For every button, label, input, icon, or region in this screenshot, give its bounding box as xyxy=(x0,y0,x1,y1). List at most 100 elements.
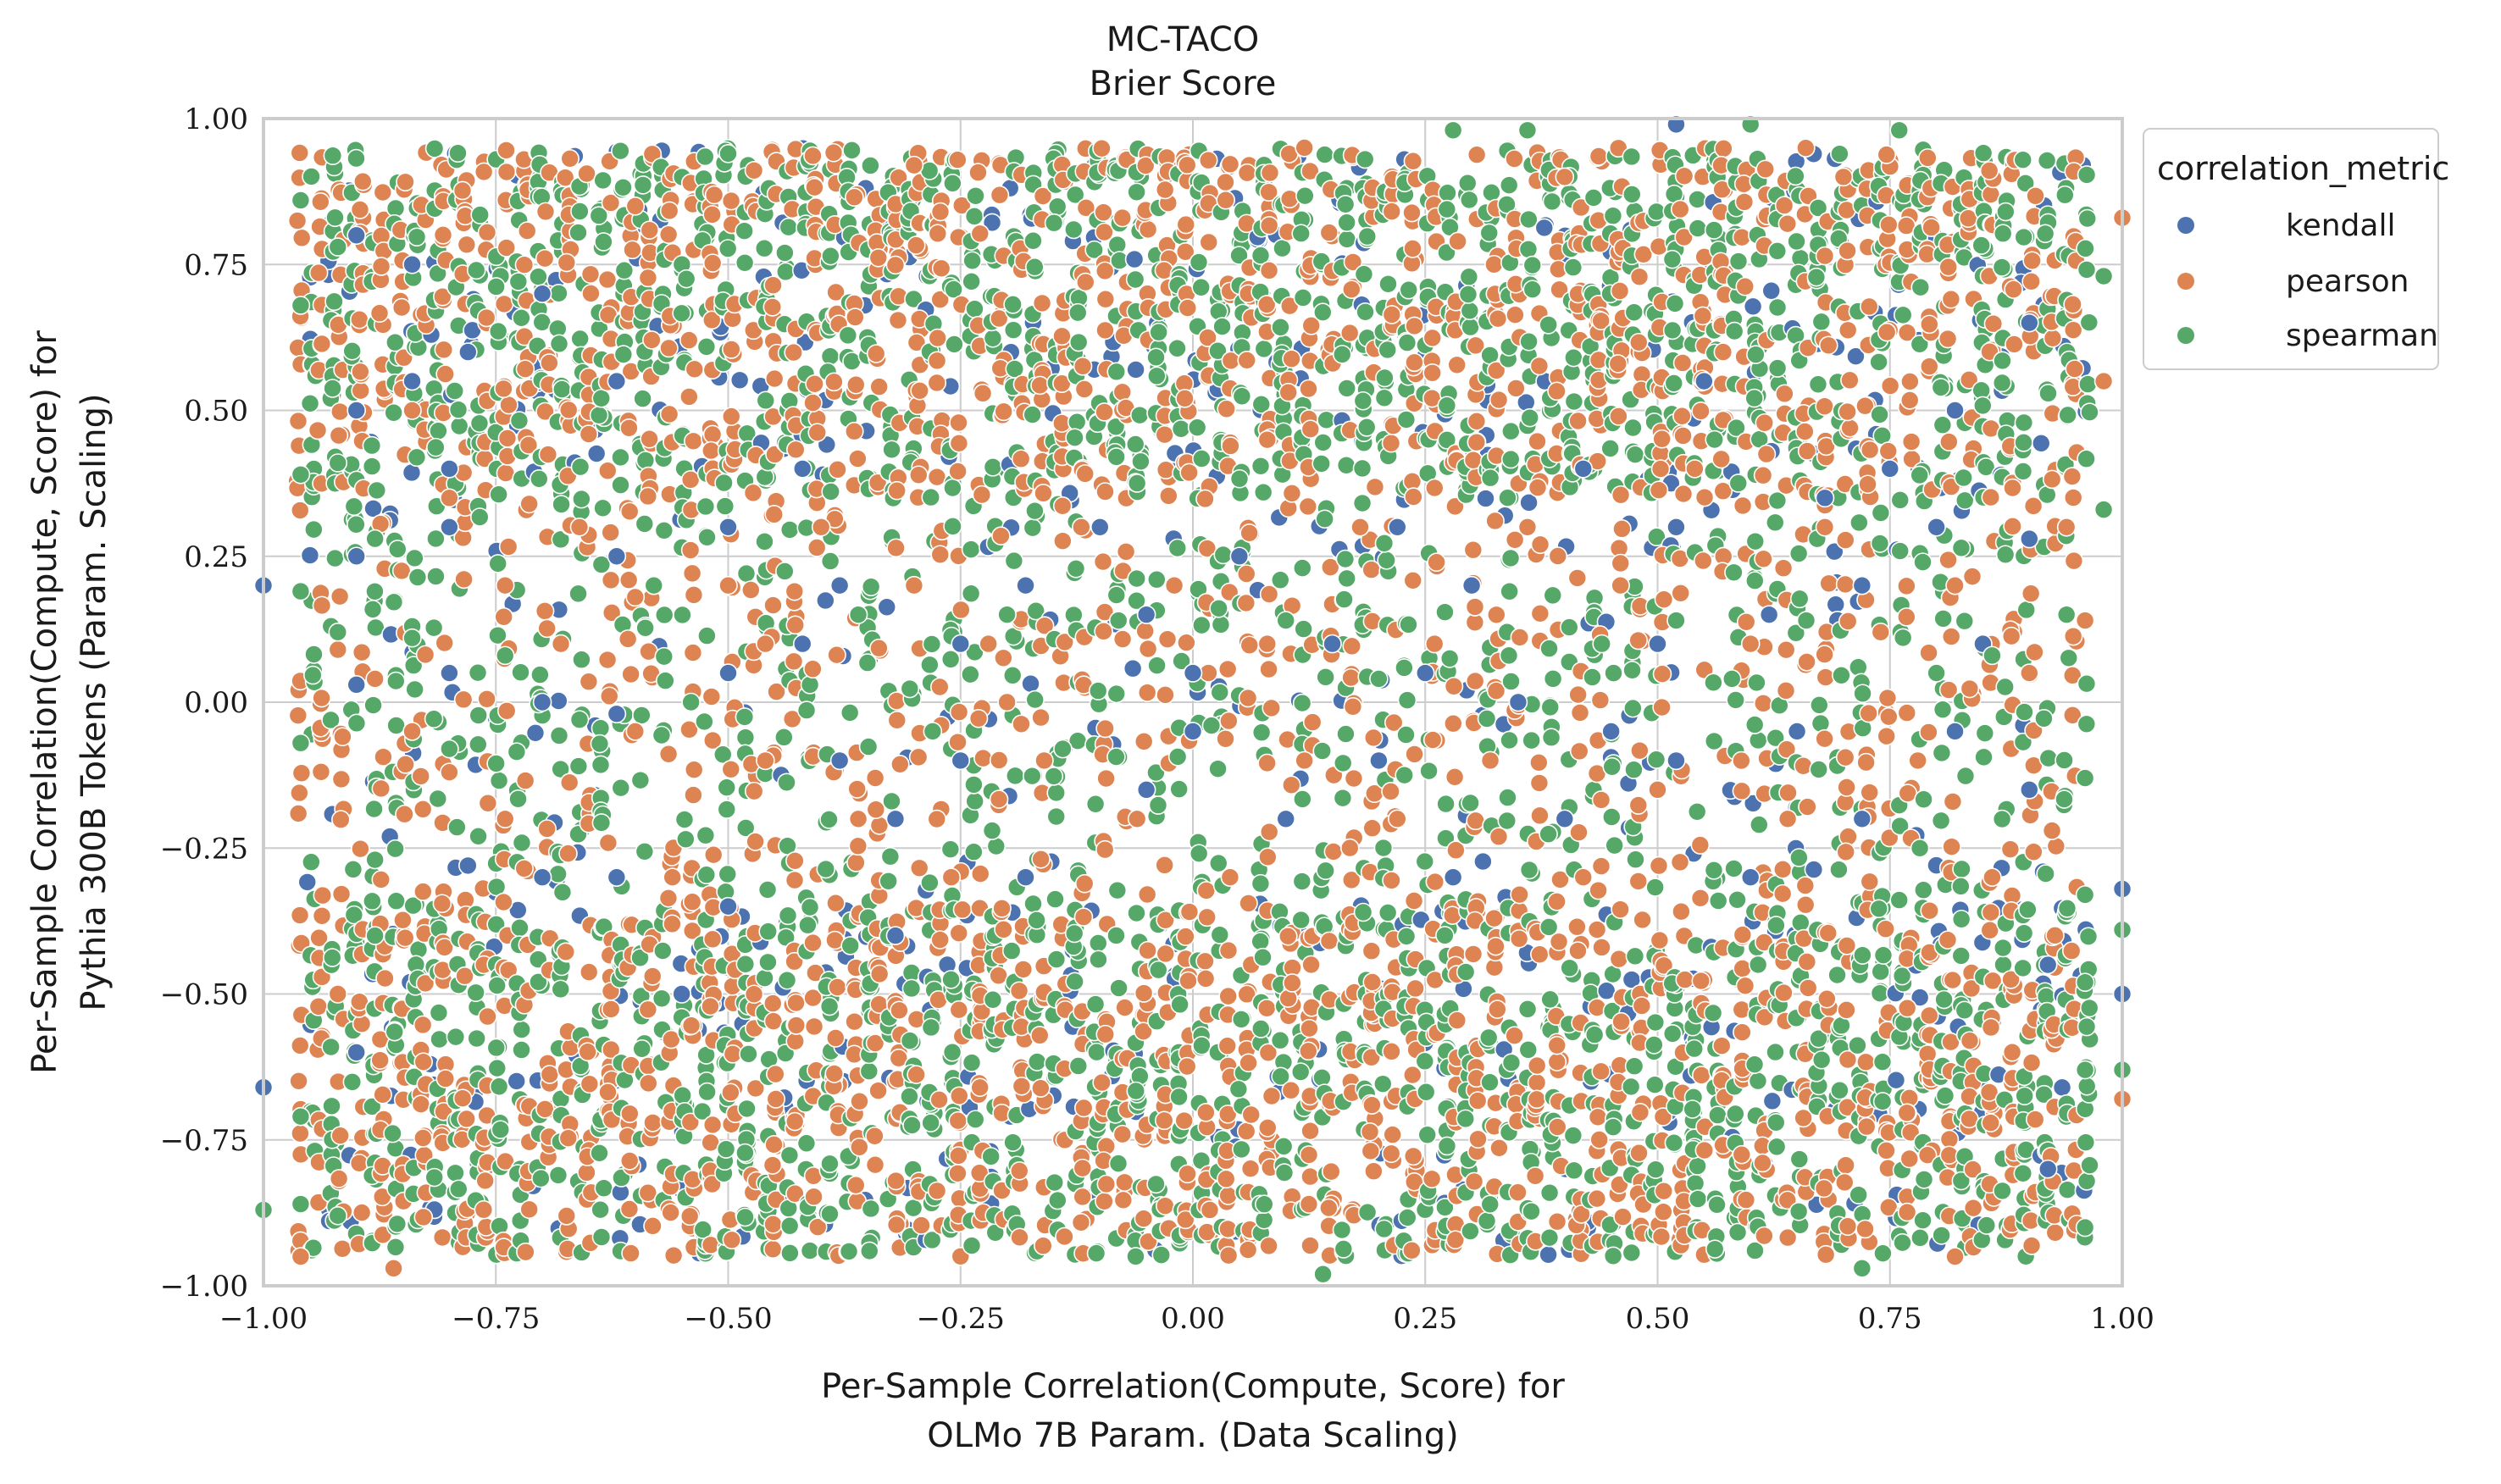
point-spearman xyxy=(343,860,363,879)
point-pearson xyxy=(1525,1166,1545,1186)
point-pearson xyxy=(865,768,885,788)
point-spearman xyxy=(1644,1035,1664,1055)
point-pearson xyxy=(930,930,950,950)
point-spearman xyxy=(302,167,321,186)
point-spearman xyxy=(1623,698,1643,718)
point-spearman xyxy=(1337,379,1357,398)
point-pearson xyxy=(722,340,741,359)
point-pearson xyxy=(1073,907,1094,927)
point-pearson xyxy=(1530,944,1550,965)
point-pearson xyxy=(869,377,889,396)
point-pearson xyxy=(885,255,906,275)
point-spearman xyxy=(1437,1136,1457,1156)
point-pearson xyxy=(1218,1186,1238,1205)
point-pearson xyxy=(1609,407,1628,426)
point-pearson xyxy=(1073,1158,1093,1178)
point-spearman xyxy=(1625,946,1645,966)
point-spearman xyxy=(1435,602,1455,622)
point-pearson xyxy=(638,1182,658,1203)
point-pearson xyxy=(313,885,333,905)
point-spearman xyxy=(920,872,940,893)
point-pearson xyxy=(290,143,310,163)
point-pearson xyxy=(395,804,414,824)
point-pearson xyxy=(1427,552,1446,573)
point-spearman xyxy=(656,671,675,690)
point-spearman xyxy=(1212,317,1232,336)
point-pearson xyxy=(886,1171,906,1191)
point-spearman xyxy=(590,734,610,754)
point-pearson xyxy=(1339,838,1360,858)
point-spearman xyxy=(1023,766,1042,786)
point-pearson xyxy=(948,1163,968,1183)
point-spearman xyxy=(1522,255,1543,275)
point-spearman xyxy=(1316,861,1335,881)
point-spearman xyxy=(303,665,323,685)
point-spearman xyxy=(652,988,672,1009)
point-spearman xyxy=(821,482,840,501)
point-pearson xyxy=(1239,1053,1258,1073)
point-spearman xyxy=(1522,730,1541,750)
point-pearson xyxy=(435,938,454,957)
point-pearson xyxy=(1218,1245,1239,1265)
point-pearson xyxy=(1095,1024,1116,1044)
point-spearman xyxy=(965,791,984,811)
point-spearman xyxy=(1415,1051,1435,1071)
point-pearson xyxy=(413,882,433,901)
point-spearman xyxy=(365,581,385,601)
point-pearson xyxy=(1404,891,1424,911)
point-spearman xyxy=(1355,149,1375,169)
point-spearman xyxy=(1107,880,1128,900)
point-pearson xyxy=(868,247,889,268)
point-pearson xyxy=(992,899,1012,918)
point-spearman xyxy=(426,567,446,586)
point-spearman xyxy=(387,1214,408,1234)
point-pearson xyxy=(1424,478,1445,498)
point-pearson xyxy=(1381,782,1400,801)
point-pearson xyxy=(556,942,576,962)
point-pearson xyxy=(684,760,704,779)
point-spearman xyxy=(1480,468,1500,488)
point-pearson xyxy=(1463,944,1483,964)
point-pearson xyxy=(1588,1107,1608,1127)
point-spearman xyxy=(964,207,984,226)
point-spearman xyxy=(1624,1056,1644,1077)
point-pearson xyxy=(948,1110,968,1131)
point-pearson xyxy=(868,1081,888,1100)
point-pearson xyxy=(679,1206,700,1227)
point-pearson xyxy=(290,905,310,925)
point-pearson xyxy=(927,1181,947,1201)
point-pearson xyxy=(1649,856,1669,876)
point-spearman xyxy=(321,710,341,730)
chart-title: MC-TACO xyxy=(1106,20,1260,59)
point-pearson xyxy=(844,421,864,441)
point-spearman xyxy=(796,1133,817,1154)
point-pearson xyxy=(329,425,349,446)
point-pearson xyxy=(1362,818,1383,839)
point-pearson xyxy=(1613,1207,1633,1227)
point-spearman xyxy=(1065,972,1084,992)
point-spearman xyxy=(363,891,382,911)
point-kendall xyxy=(877,597,897,617)
point-pearson xyxy=(494,606,513,627)
point-pearson xyxy=(1591,1061,1611,1082)
point-spearman xyxy=(1023,518,1043,538)
point-spearman xyxy=(1477,1211,1497,1231)
point-spearman xyxy=(489,1077,509,1097)
point-pearson xyxy=(949,434,969,453)
point-spearman xyxy=(696,337,717,357)
point-pearson xyxy=(577,1163,596,1182)
point-pearson xyxy=(413,1207,434,1227)
point-pearson xyxy=(907,1065,926,1084)
point-pearson xyxy=(1156,685,1175,705)
point-spearman xyxy=(1543,585,1563,606)
point-spearman xyxy=(796,700,817,720)
point-pearson xyxy=(1510,628,1530,647)
point-spearman xyxy=(489,485,508,504)
point-spearman xyxy=(1563,257,1583,277)
point-spearman xyxy=(1435,926,1455,945)
point-spearman xyxy=(1337,213,1356,233)
point-pearson xyxy=(1629,267,1650,287)
point-pearson xyxy=(887,480,907,501)
point-spearman xyxy=(1169,779,1189,799)
point-pearson xyxy=(1259,261,1279,280)
